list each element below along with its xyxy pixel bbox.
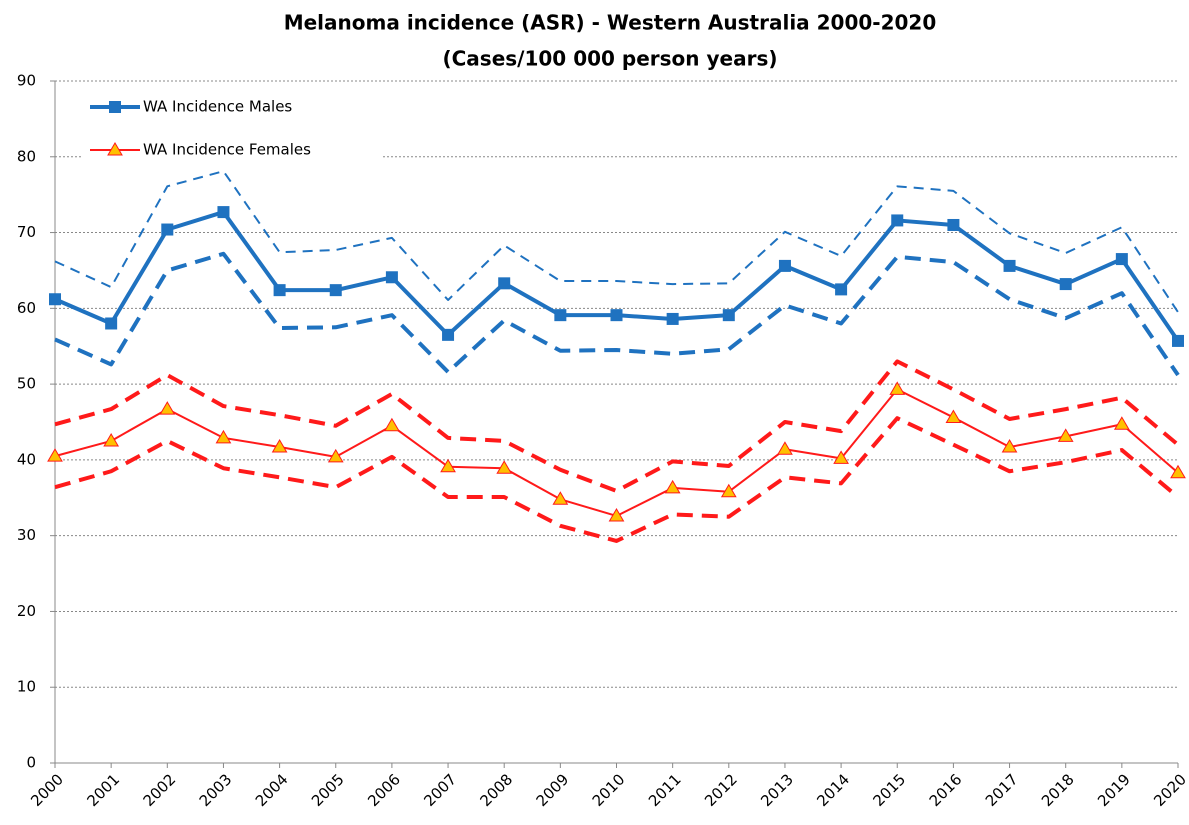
- marker: [722, 309, 735, 322]
- marker: [554, 309, 567, 322]
- marker: [273, 284, 286, 297]
- marker: [1170, 464, 1186, 479]
- marker: [498, 277, 511, 290]
- x-tick-label: 2008: [476, 770, 516, 810]
- chart-subtitle: (Cases/100 000 person years): [442, 47, 777, 71]
- marker: [103, 432, 120, 447]
- marker: [835, 283, 848, 296]
- marker: [608, 507, 625, 522]
- x-tick-label: 2012: [701, 770, 741, 810]
- x-tick-label: 2006: [364, 770, 404, 810]
- y-tick-label: 60: [17, 299, 36, 317]
- marker: [161, 223, 174, 236]
- x-tick-label: 2018: [1038, 770, 1078, 810]
- marker: [440, 458, 456, 473]
- marker: [720, 483, 737, 498]
- x-tick-label: 2010: [589, 770, 629, 810]
- x-tick-label: 2007: [420, 770, 460, 810]
- x-tick-label: 2009: [533, 770, 573, 810]
- marker: [1113, 416, 1130, 430]
- y-tick-label: 90: [17, 72, 36, 90]
- x-tick-label: 2013: [757, 770, 797, 810]
- series-line: [54, 388, 1179, 517]
- y-tick-label: 70: [17, 223, 36, 241]
- marker: [1003, 259, 1016, 272]
- series-line: [54, 416, 1180, 543]
- x-tick-label: 2017: [982, 770, 1022, 810]
- y-tick-label: 40: [17, 450, 36, 468]
- x-tick-label: 2005: [308, 770, 348, 810]
- x-tick-label: 2016: [926, 770, 966, 810]
- marker: [1059, 278, 1072, 291]
- series-line: [54, 359, 1180, 493]
- marker: [49, 293, 61, 306]
- legend-label: WA Incidence Females: [143, 141, 311, 159]
- marker: [666, 312, 679, 325]
- legend-marker: [109, 101, 121, 113]
- series-line: [54, 210, 1180, 343]
- marker: [384, 417, 400, 432]
- marker: [777, 441, 793, 455]
- x-tick-label: 2014: [813, 770, 853, 810]
- x-tick-label: 2015: [870, 770, 910, 810]
- marker: [215, 429, 232, 444]
- marker: [833, 450, 849, 464]
- marker: [1172, 334, 1184, 347]
- marker: [329, 284, 342, 297]
- marker: [891, 214, 904, 227]
- y-tick-label: 10: [17, 678, 36, 696]
- marker: [945, 409, 962, 423]
- chart-title: Melanoma incidence (ASR) - Western Austr…: [284, 11, 937, 35]
- x-tick-label: 2003: [196, 770, 236, 810]
- marker: [610, 309, 623, 322]
- marker: [217, 206, 230, 219]
- marker: [105, 317, 118, 330]
- y-tick-label: 20: [17, 602, 36, 620]
- x-tick-label: 2001: [83, 770, 123, 810]
- legend-label: WA Incidence Males: [143, 98, 292, 116]
- marker: [496, 460, 513, 474]
- marker: [889, 381, 906, 395]
- y-tick-label: 80: [17, 147, 36, 165]
- x-tick-label: 2011: [645, 770, 685, 810]
- marker: [1057, 428, 1074, 442]
- legend-background: [82, 90, 382, 170]
- marker: [327, 448, 344, 463]
- marker: [778, 259, 791, 272]
- marker: [442, 328, 455, 341]
- marker: [159, 401, 176, 415]
- marker: [1115, 253, 1128, 266]
- x-tick-label: 2004: [252, 770, 292, 810]
- marker: [947, 218, 960, 231]
- y-tick-label: 0: [26, 754, 36, 772]
- x-tick-label: 2019: [1094, 770, 1134, 810]
- marker: [1001, 439, 1018, 453]
- marker: [47, 448, 63, 462]
- marker: [552, 491, 569, 505]
- series-line: [54, 170, 1179, 313]
- x-tick-label: 2002: [140, 770, 180, 810]
- y-tick-label: 30: [17, 526, 36, 544]
- marker: [271, 439, 288, 453]
- marker: [385, 271, 398, 284]
- series-line: [54, 251, 1180, 377]
- y-tick-label: 50: [17, 375, 36, 393]
- legend-marker: [107, 142, 123, 156]
- x-tick-label: 2020: [1150, 770, 1189, 810]
- marker: [664, 479, 681, 494]
- x-tick-label: 2000: [27, 770, 67, 810]
